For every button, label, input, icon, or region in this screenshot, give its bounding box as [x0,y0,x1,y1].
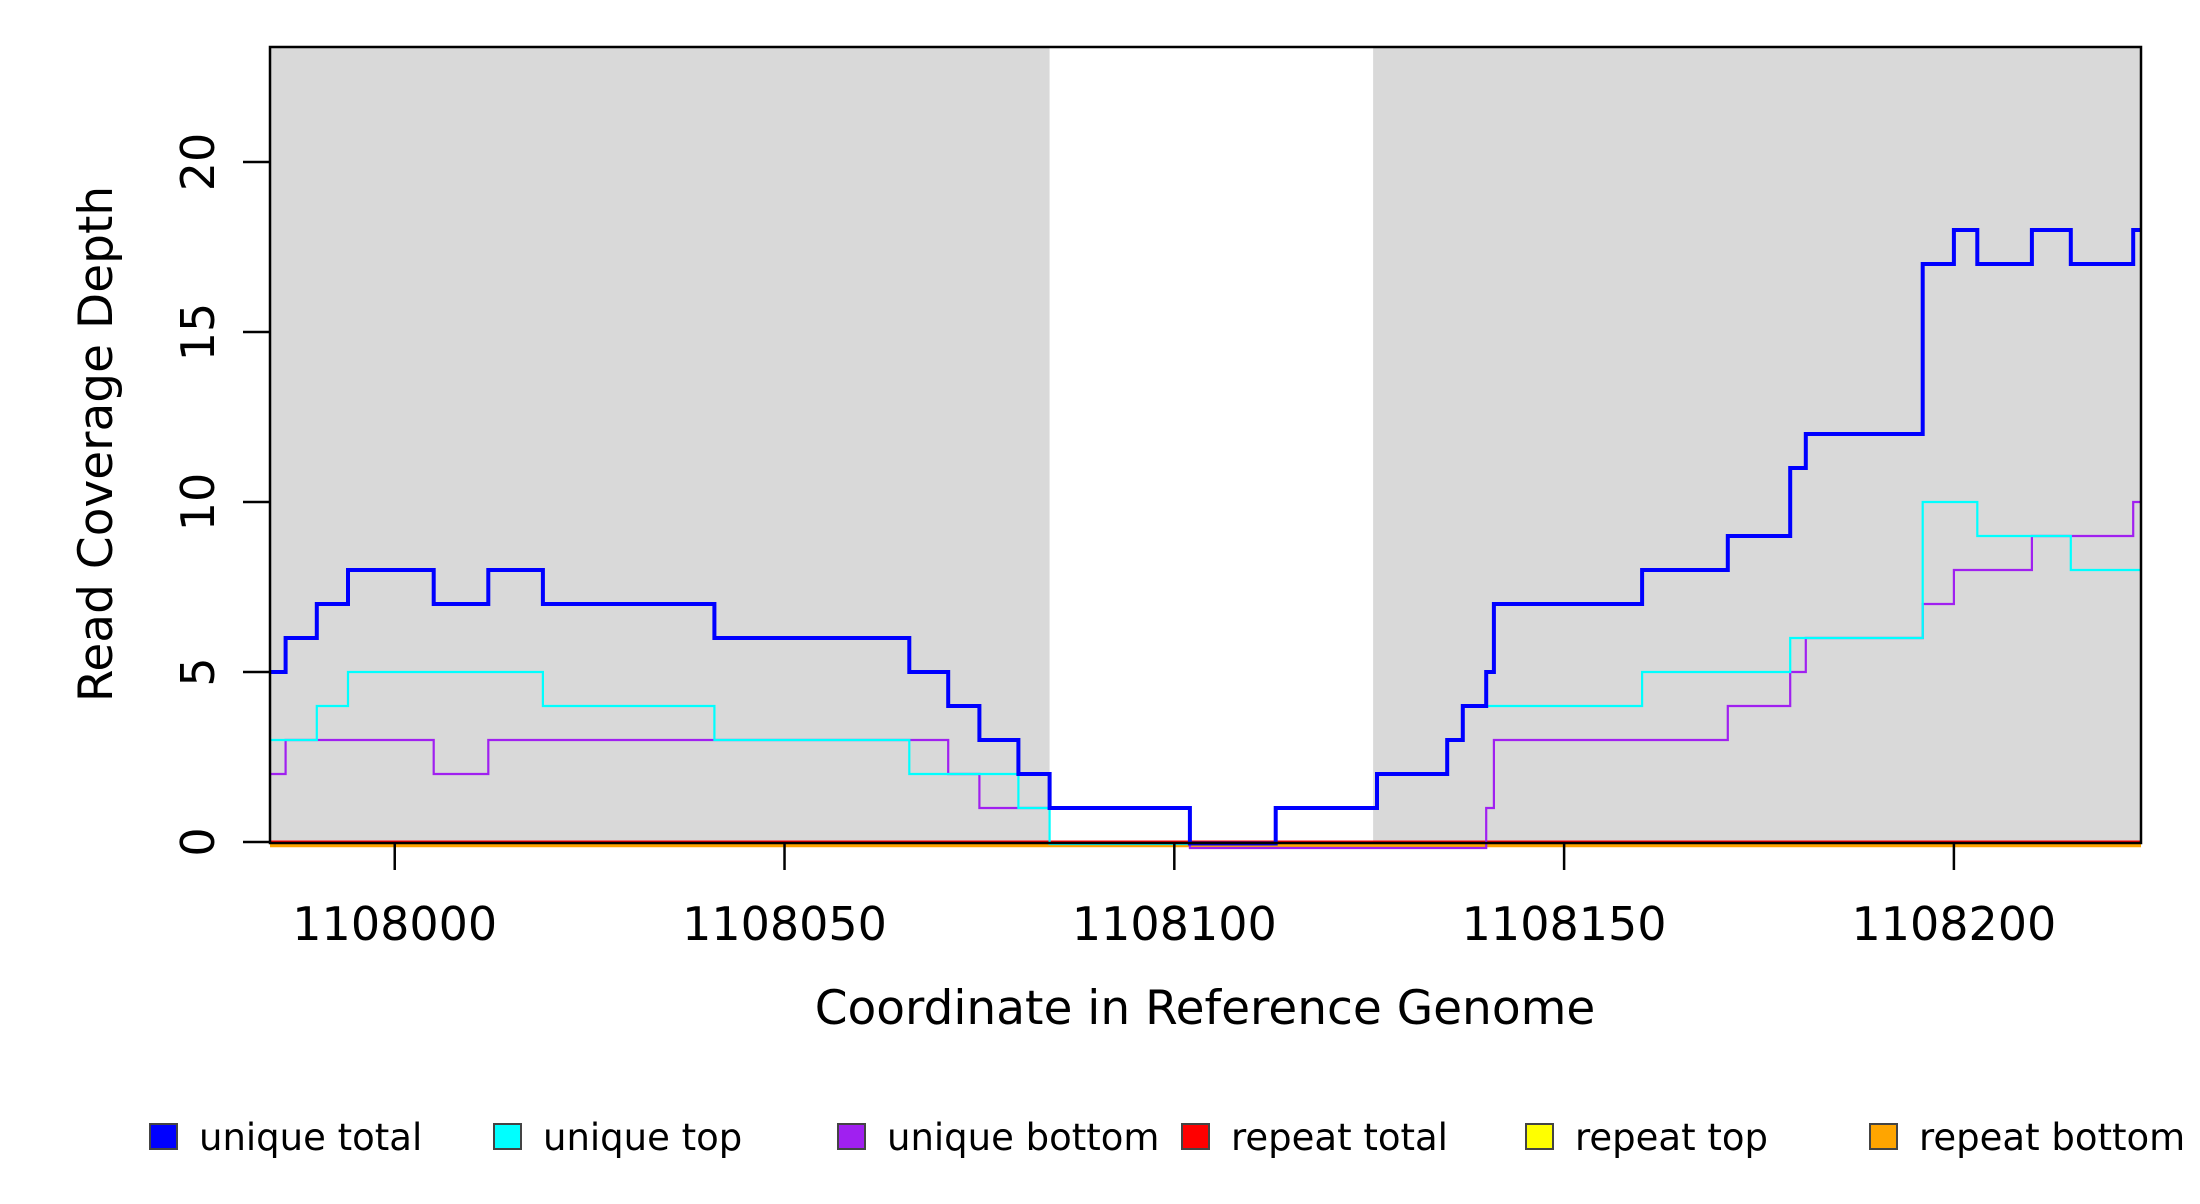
x-tick-label: 1108000 [292,897,497,951]
y-tick-label: 20 [171,133,225,192]
y-tick-label: 15 [171,303,225,362]
y-tick-label: 0 [171,827,225,856]
legend-label-unique-total: unique total [199,1116,422,1159]
legend-label-repeat-top: repeat top [1575,1116,1768,1159]
x-tick-label: 1108050 [682,897,887,951]
plot-border-box [268,45,2143,845]
legend-swatch-unique-bottom [837,1123,866,1150]
x-tick-label: 1108200 [1851,897,2056,951]
x-tick-label: 1108100 [1072,897,1277,951]
y-tick-label: 10 [171,473,225,532]
legend-swatch-repeat-bottom [1869,1123,1898,1150]
x-axis: 1108000 1108050 1108100 1108150 1108200 [292,843,2056,951]
shaded-region [1373,47,2141,843]
shaded-region [270,47,1050,843]
y-axis-title: Read Coverage Depth [69,186,124,702]
legend-label-repeat-bottom: repeat bottom [1919,1116,2185,1159]
y-axis: 0 5 10 15 20 [171,133,270,857]
y-tick-label: 5 [171,657,225,686]
legend-label-repeat-total: repeat total [1231,1116,1448,1159]
shaded-regions [270,47,2141,843]
legend-swatch-repeat-total [1181,1123,1210,1150]
legend-label-unique-bottom: unique bottom [887,1116,1159,1159]
legend: unique total unique top unique bottom repea… [149,1116,2185,1159]
legend-swatch-unique-total [149,1123,178,1150]
series-line-unique-total [270,228,2141,846]
x-axis-title: Coordinate in Reference Genome [815,981,1596,1036]
legend-swatch-repeat-top [1525,1123,1554,1150]
legend-label-unique-top: unique top [543,1116,742,1159]
series-line-unique-bottom [270,500,2141,850]
x-tick-label: 1108150 [1462,897,1667,951]
legend-swatch-unique-top [493,1123,522,1150]
